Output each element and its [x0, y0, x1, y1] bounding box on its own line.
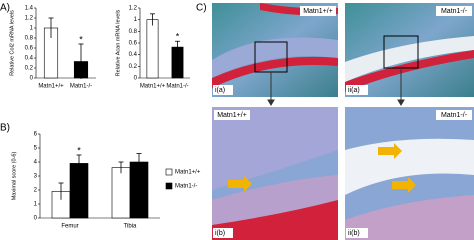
y-tick-label: 0.8	[25, 36, 34, 42]
image-label: ii(a)	[348, 87, 360, 94]
y-tick-label: 3	[34, 174, 38, 180]
label-box	[213, 85, 233, 95]
y-axis-label: Relative Col2 mRNA levels	[9, 10, 15, 76]
label-box	[436, 110, 472, 120]
y-axis-label: Relative Acan mRNA levels	[115, 9, 121, 76]
legend-swatch	[165, 182, 173, 190]
y-tick-label: 0.2	[129, 64, 138, 70]
micrograph	[212, 107, 338, 240]
micrograph	[345, 3, 474, 97]
y-tick-label: 5	[34, 146, 38, 152]
x-tick-label: Tibia	[124, 224, 137, 230]
y-tick-label: 1.2	[25, 16, 34, 22]
label-box	[346, 85, 368, 95]
legend-swatch	[165, 168, 173, 176]
panel-label: B)	[0, 123, 10, 134]
arrow	[267, 68, 405, 106]
y-tick-label: 0	[134, 76, 138, 82]
y-tick-label: 6	[34, 132, 38, 138]
y-tick-label: 0.6	[129, 41, 138, 47]
y-tick-label: 0.2	[25, 66, 34, 72]
significance: *	[176, 32, 180, 42]
panel-label: C)	[196, 3, 207, 14]
label-box	[213, 228, 233, 238]
bar	[146, 19, 159, 79]
bar	[111, 167, 131, 219]
image-label: i(a)	[215, 87, 225, 94]
label-box	[346, 228, 368, 238]
label-box	[214, 110, 250, 120]
micrograph	[212, 3, 338, 97]
legend-label: Matn1-/-	[175, 184, 197, 190]
x-tick-label: Matn1-/-	[166, 84, 188, 90]
panel-label: A)	[0, 3, 10, 14]
x-tick-label: Femur	[61, 224, 78, 230]
y-tick-label: 0.8	[129, 29, 138, 35]
y-tick-label: 1.2	[129, 6, 138, 12]
image-genotype: Matn1-/-	[441, 8, 468, 15]
y-tick-label: 0.4	[25, 56, 34, 62]
micrograph	[345, 107, 474, 240]
y-tick-label: 4	[34, 160, 38, 166]
image-label: i(b)	[215, 230, 225, 237]
y-tick-label: 0.6	[25, 46, 34, 52]
y-tick-label: 1	[134, 17, 138, 23]
significance: *	[79, 34, 83, 44]
label-box	[436, 6, 472, 16]
x-tick-label: Matn1-/-	[70, 84, 92, 90]
y-tick-label: 0	[30, 76, 34, 82]
y-tick-label: 0.4	[129, 52, 138, 58]
image-genotype: Matn1+/+	[303, 8, 333, 15]
image-genotype: Matn1-/-	[441, 112, 468, 119]
y-tick-label: 0	[34, 216, 38, 222]
y-tick-label: 2	[34, 188, 38, 194]
legend-label: Matn1+/+	[175, 170, 201, 176]
y-tick-label: 1	[34, 202, 38, 208]
label-box	[300, 6, 336, 16]
y-tick-label: 1.4	[25, 6, 34, 12]
x-tick-label: Matn1+/+	[38, 84, 64, 90]
y-tick-label: 1	[30, 26, 34, 32]
x-tick-label: Matn1+/+	[140, 84, 166, 90]
significance: *	[77, 145, 81, 155]
image-genotype: Matn1+/+	[217, 112, 247, 119]
y-axis-label: Maximal score (0-6)	[11, 152, 17, 201]
image-label: ii(b)	[348, 230, 360, 237]
